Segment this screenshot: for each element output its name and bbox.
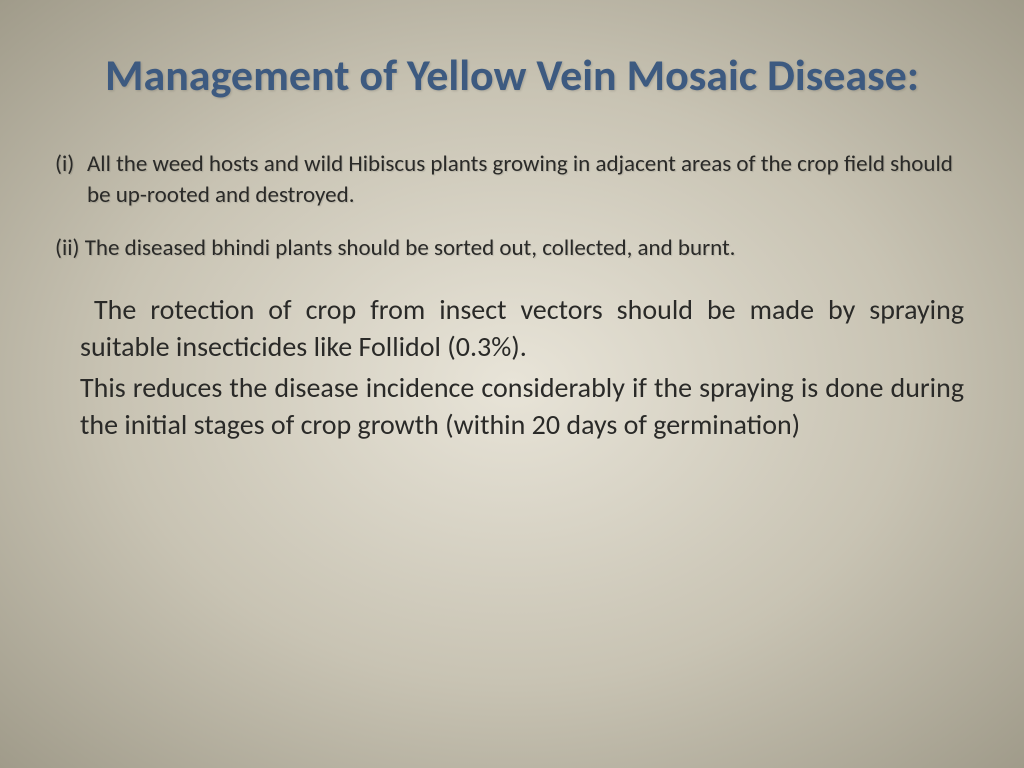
body-paragraph-2: This reduces the disease incidence consi…	[80, 370, 964, 444]
body-paragraph-1: The rotection of crop from insect vector…	[80, 292, 964, 366]
slide-title: Management of Yellow Vein Mosaic Disease…	[55, 50, 969, 101]
list-item: (ii) The diseased bhindi plants should b…	[55, 233, 969, 264]
list-item: (i) All the weed hosts and wild Hibiscus…	[55, 149, 969, 211]
list-marker-1: (i)	[55, 149, 87, 211]
list-marker-2: (ii)	[55, 234, 80, 262]
list-text-1: All the weed hosts and wild Hibiscus pla…	[87, 149, 969, 211]
list-text-2: The diseased bhindi plants should be sor…	[85, 234, 736, 262]
